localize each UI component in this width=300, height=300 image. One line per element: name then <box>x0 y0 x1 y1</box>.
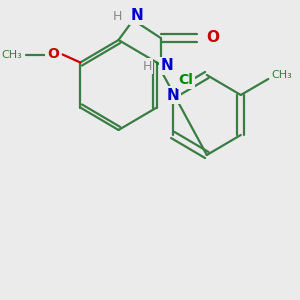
Text: N: N <box>167 88 179 103</box>
Text: O: O <box>206 31 219 46</box>
Text: CH₃: CH₃ <box>1 50 22 59</box>
Text: O: O <box>47 47 59 61</box>
Text: CH₃: CH₃ <box>272 70 292 80</box>
Text: Cl: Cl <box>179 74 194 88</box>
Text: N: N <box>160 58 173 74</box>
Text: H: H <box>113 10 122 22</box>
Text: N: N <box>131 8 143 23</box>
Text: H: H <box>142 59 152 73</box>
